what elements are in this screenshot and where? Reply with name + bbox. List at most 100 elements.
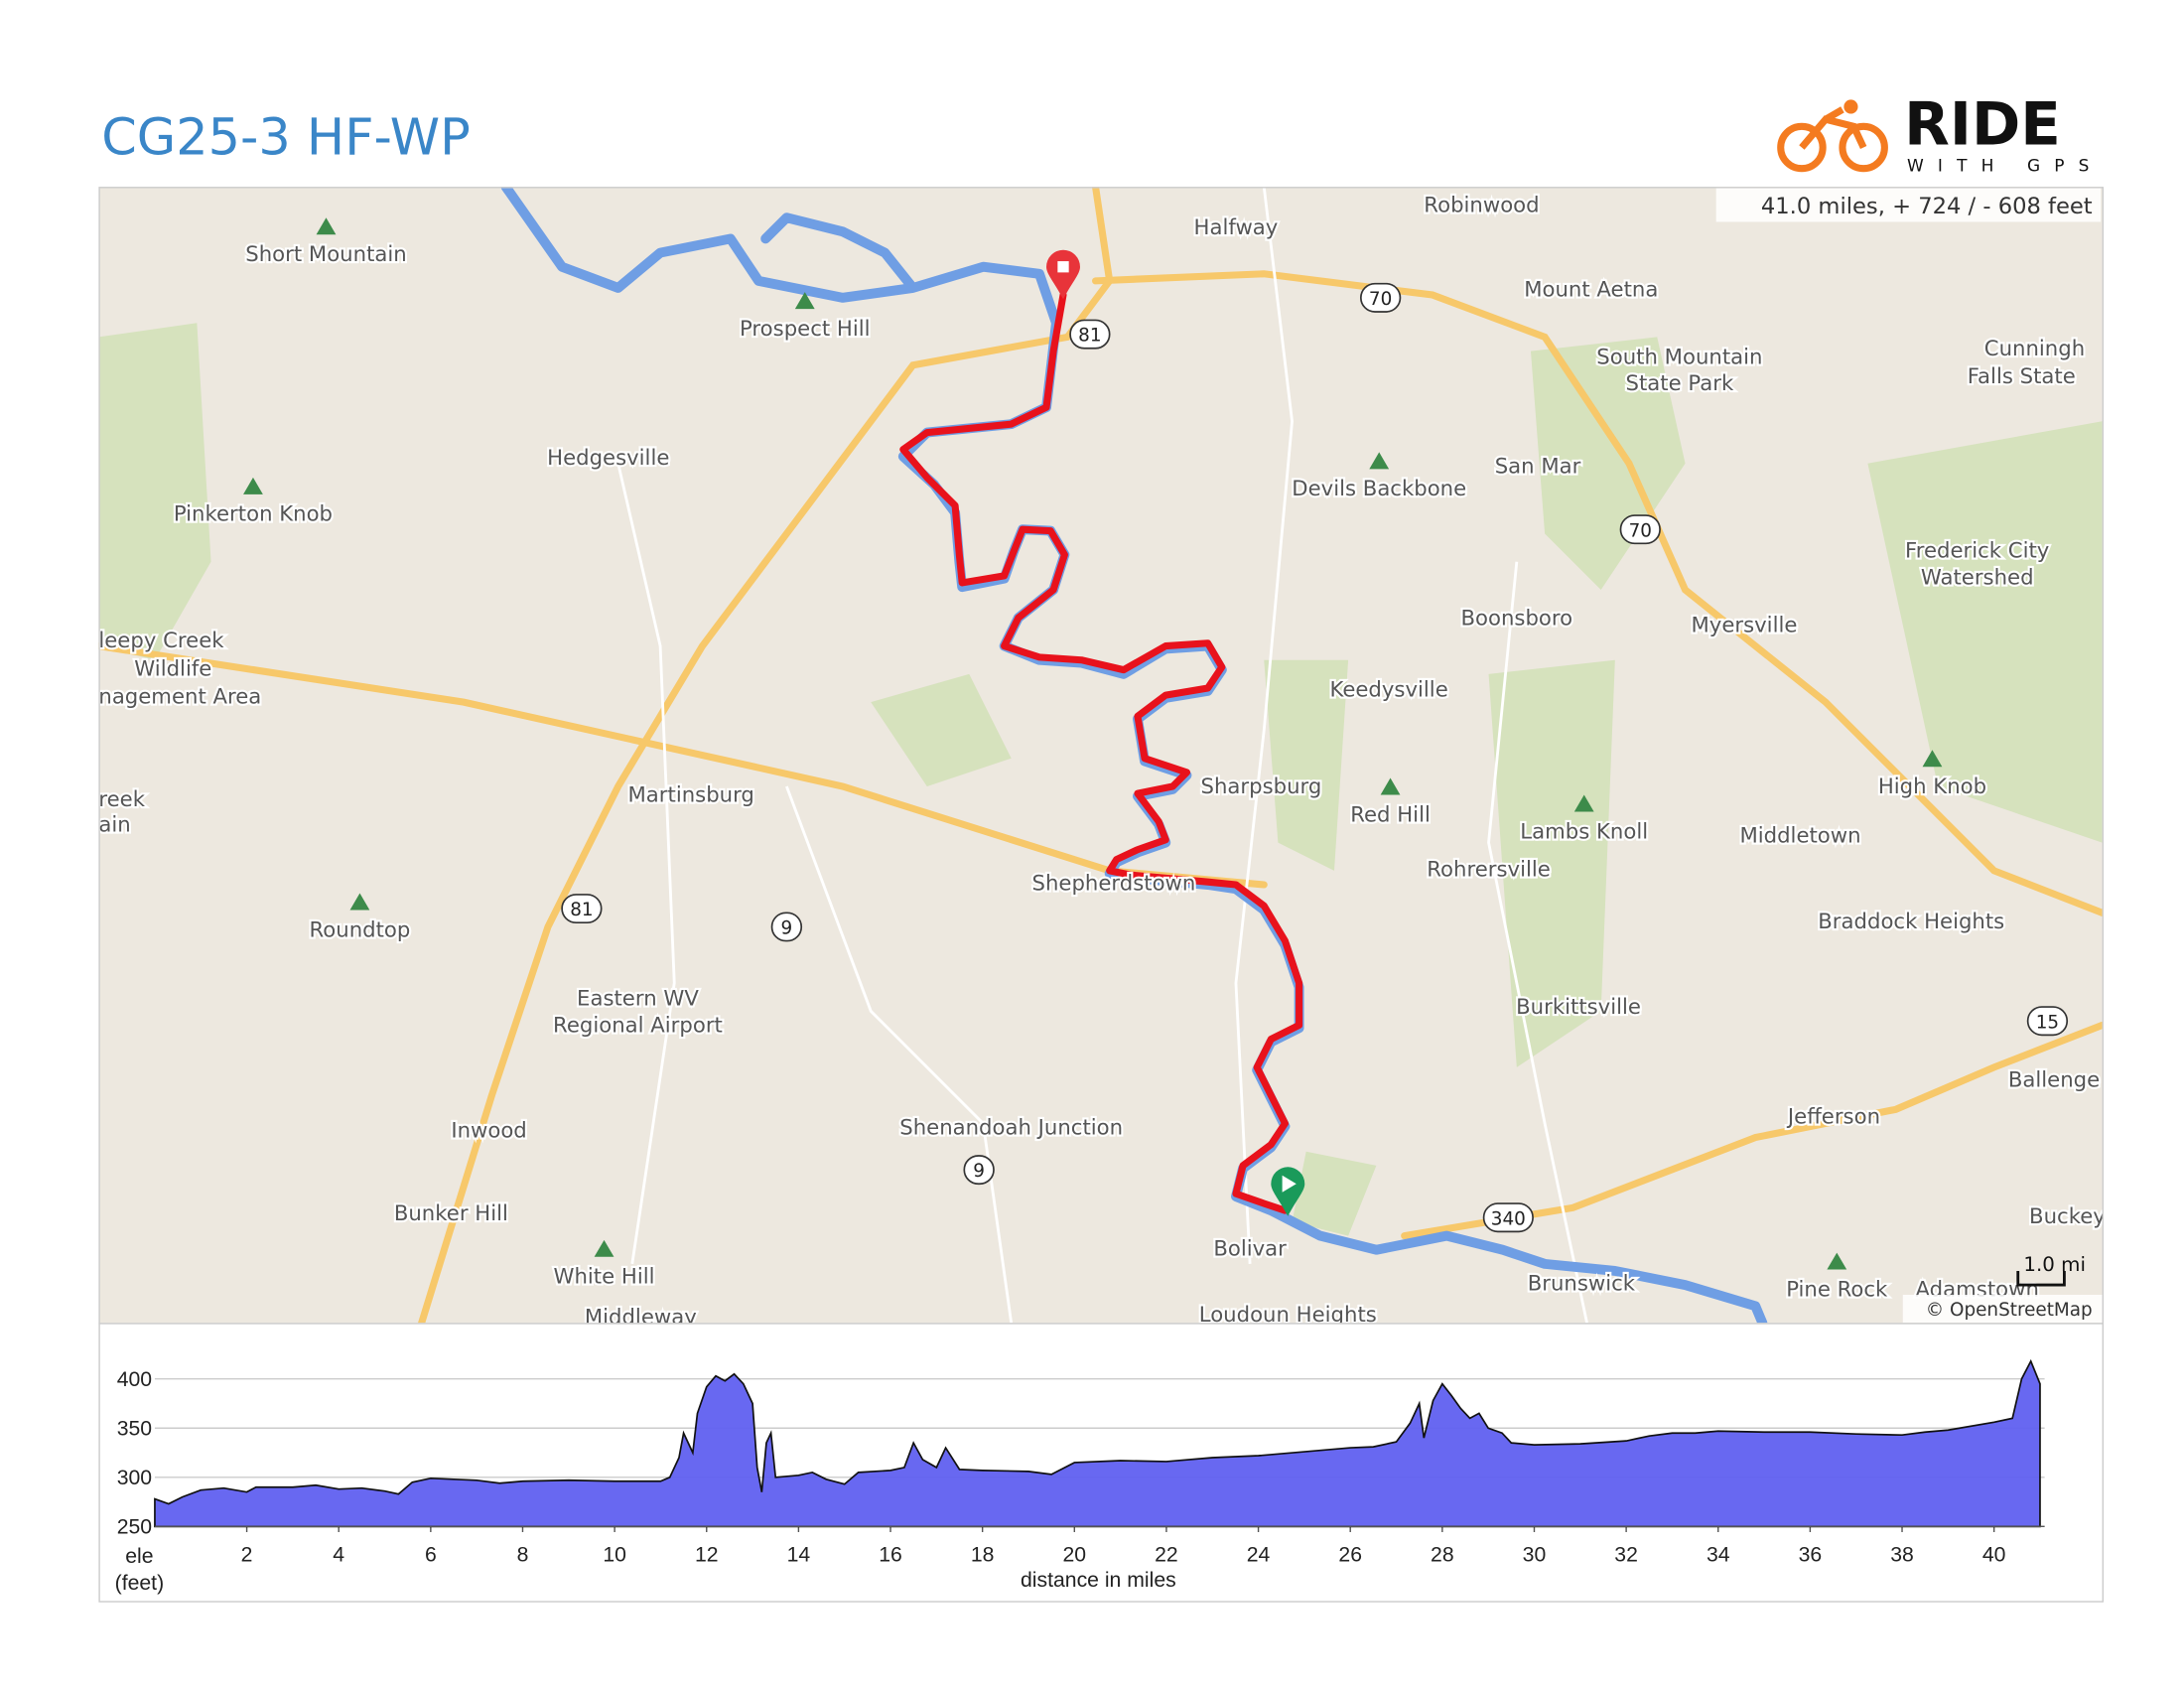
peak-icon [1369,452,1390,470]
y-tick-label: 300 [117,1467,152,1489]
peak-icon [1380,777,1401,795]
map: Short Mountain Prospect Hill Halfway Robinw… [98,187,2106,1328]
place-label: Pinkerton Knob [174,502,333,527]
place-label: Burkittsville [1516,995,1641,1020]
peak-icon [794,292,815,310]
x-tick-label: 34 [1706,1544,1730,1567]
x-axis-label: distance in miles [1021,1569,1176,1592]
place-label: Short Mountain [245,242,406,267]
place-label: State Park [1626,371,1734,396]
x-tick-label: 14 [787,1544,811,1567]
place-label: San Mar [1495,455,1581,480]
road-shield [1482,1202,1534,1233]
place-label: Bolivar [1213,1236,1287,1261]
place-label: leepy Creek [98,629,224,653]
place-label: Falls State [1968,364,2076,389]
road-number: 70 [1369,289,1392,310]
place-label: Shepherdstown [1032,872,1196,897]
place-label: Ballenge [2008,1068,2100,1093]
peak-icon [1573,794,1594,812]
road-shield [1359,282,1402,313]
attribution: © OpenStreetMap [1926,1300,2093,1321]
x-tick-label: 32 [1614,1544,1638,1567]
logo: RIDE WITH GPS [1777,91,2104,177]
y-axis-unit: (feet) [115,1572,165,1595]
place-label: Myersville [1691,613,1797,637]
peak-icon [1827,1252,1847,1270]
road-number: 81 [570,900,593,920]
y-tick-label: 350 [117,1417,152,1440]
start-marker [1271,1167,1305,1216]
place-label: Frederick City [1905,538,2049,563]
place-label: Jefferson [1786,1104,1880,1129]
road-number: 340 [1491,1208,1526,1229]
x-tick-label: 30 [1523,1544,1547,1567]
place-label: Pine Rock [1786,1277,1888,1302]
road-shield [770,912,803,942]
place-label: Shenandoah Junction [899,1116,1123,1141]
place-label: Braddock Heights [1818,910,2004,934]
x-tick-label: 10 [603,1544,626,1567]
place-label: Bunker Hill [394,1201,508,1226]
place-label: White Hill [554,1265,655,1290]
peak-icon [243,477,263,494]
place-label: Boonsboro [1461,606,1573,631]
scale-label: 1.0 mi [2023,1253,2086,1276]
place-label: Mount Aetna [1524,277,1658,302]
place-label: Inwood [451,1119,526,1144]
road-shield [1069,319,1111,350]
peak-icon [316,217,337,235]
place-label: Halfway [1194,215,1279,240]
place-label: Cunningh [1984,337,2085,361]
route-stats: 41.0 miles, + 724 / - 608 feet [1761,194,2093,219]
route [899,291,1303,1214]
x-tick-label: 24 [1247,1544,1271,1567]
road-shield [561,894,603,924]
peak-icon [594,1239,614,1257]
road-number: 70 [1629,520,1652,541]
x-tick-label: 18 [971,1544,995,1567]
place-label: South Mountain [1596,345,1762,369]
x-tick-label: 38 [1890,1544,1914,1567]
x-tick-label: 16 [879,1544,902,1567]
y-tick-label: 400 [117,1368,152,1391]
place-label: ain [98,812,130,837]
road-number: 9 [781,918,793,939]
road-number: 9 [973,1161,985,1182]
road-shield [1619,514,1661,545]
place-label: Lambs Knoll [1520,819,1648,844]
x-tick-label: 20 [1063,1544,1087,1567]
place-label: Middletown [1739,824,1860,849]
place-label: Wildlife [134,656,211,681]
x-tick-label: 26 [1338,1544,1362,1567]
x-tick-label: 12 [695,1544,719,1567]
x-tick-label: 28 [1431,1544,1454,1567]
place-label: Devils Backbone [1292,477,1466,501]
end-marker [1046,249,1080,300]
road-number: 15 [2036,1012,2059,1033]
place-label: Regional Airport [553,1014,723,1039]
road-shield [963,1155,995,1186]
logo-text: RIDE [1904,91,2061,160]
x-tick-label: 36 [1799,1544,1823,1567]
place-label: High Knob [1878,774,1986,799]
road-number: 81 [1078,326,1101,347]
place-label: Loudoun Heights [1199,1303,1377,1328]
x-tick-label: 6 [425,1544,437,1567]
place-label: Rohrersville [1427,858,1551,883]
place-label: nagement Area [98,685,261,710]
place-label: Watershed [1921,565,2034,590]
peak-icon [1922,750,1943,768]
x-tick-label: 2 [241,1544,253,1567]
place-label: Sharpsburg [1201,774,1322,799]
place-label: Roundtop [310,917,411,942]
place-label: Buckey [2029,1204,2106,1229]
y-tick-label: 250 [117,1515,152,1538]
elevation-area [154,1358,2041,1528]
logo-sub: WITH GPS [1907,157,2104,177]
place-label: Robinwood [1424,194,1539,218]
x-tick-label: 8 [517,1544,529,1567]
road-shield [2026,1006,2069,1037]
